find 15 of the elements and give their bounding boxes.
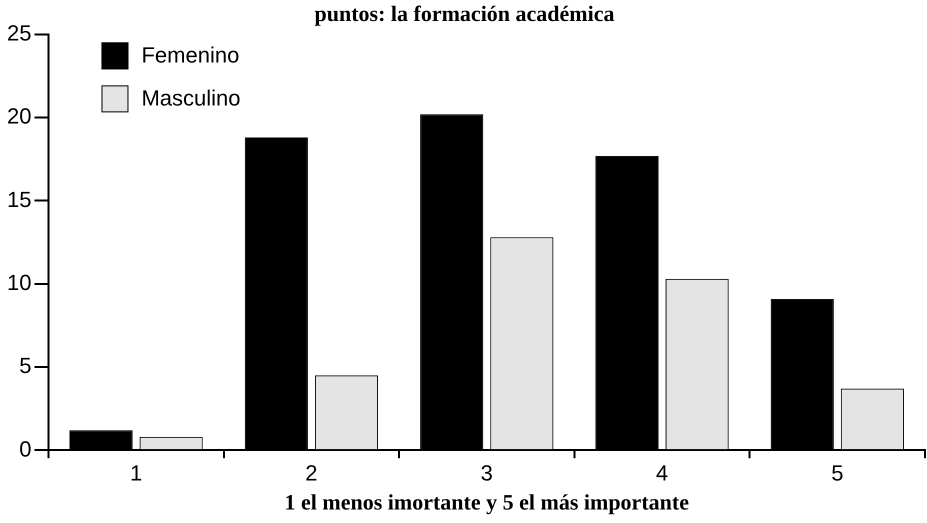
y-tick-label: 15 bbox=[6, 186, 32, 212]
x-tick-label: 4 bbox=[656, 460, 668, 486]
y-tick-label: 25 bbox=[6, 20, 32, 46]
x-axis-title: 1 el menos imortante y 5 el más importante bbox=[284, 489, 690, 514]
x-tick-label: 1 bbox=[130, 460, 142, 486]
y-tick-label: 5 bbox=[19, 353, 32, 378]
legend-label: Femenino bbox=[141, 42, 240, 68]
y-tick-label: 20 bbox=[6, 104, 32, 129]
x-tick-label: 3 bbox=[480, 460, 493, 486]
chart-title: puntos: la formación académica bbox=[314, 0, 615, 26]
x-tick-label: 2 bbox=[305, 460, 318, 486]
y-tick-label: 0 bbox=[19, 436, 32, 462]
x-tick-label: 5 bbox=[831, 460, 844, 486]
y-tick-label: 10 bbox=[6, 270, 32, 295]
legend-label: Masculino bbox=[141, 85, 241, 110]
